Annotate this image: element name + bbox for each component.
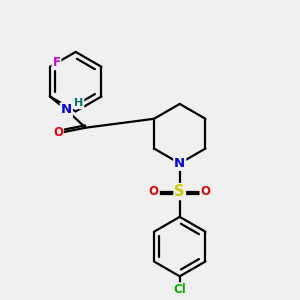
Text: S: S: [175, 184, 185, 199]
Text: N: N: [61, 103, 72, 116]
Text: O: O: [53, 126, 63, 139]
Text: N: N: [174, 157, 185, 170]
Text: O: O: [201, 185, 211, 198]
Text: Cl: Cl: [173, 283, 186, 296]
Text: O: O: [149, 185, 159, 198]
Text: F: F: [52, 56, 61, 69]
Text: H: H: [74, 98, 83, 108]
